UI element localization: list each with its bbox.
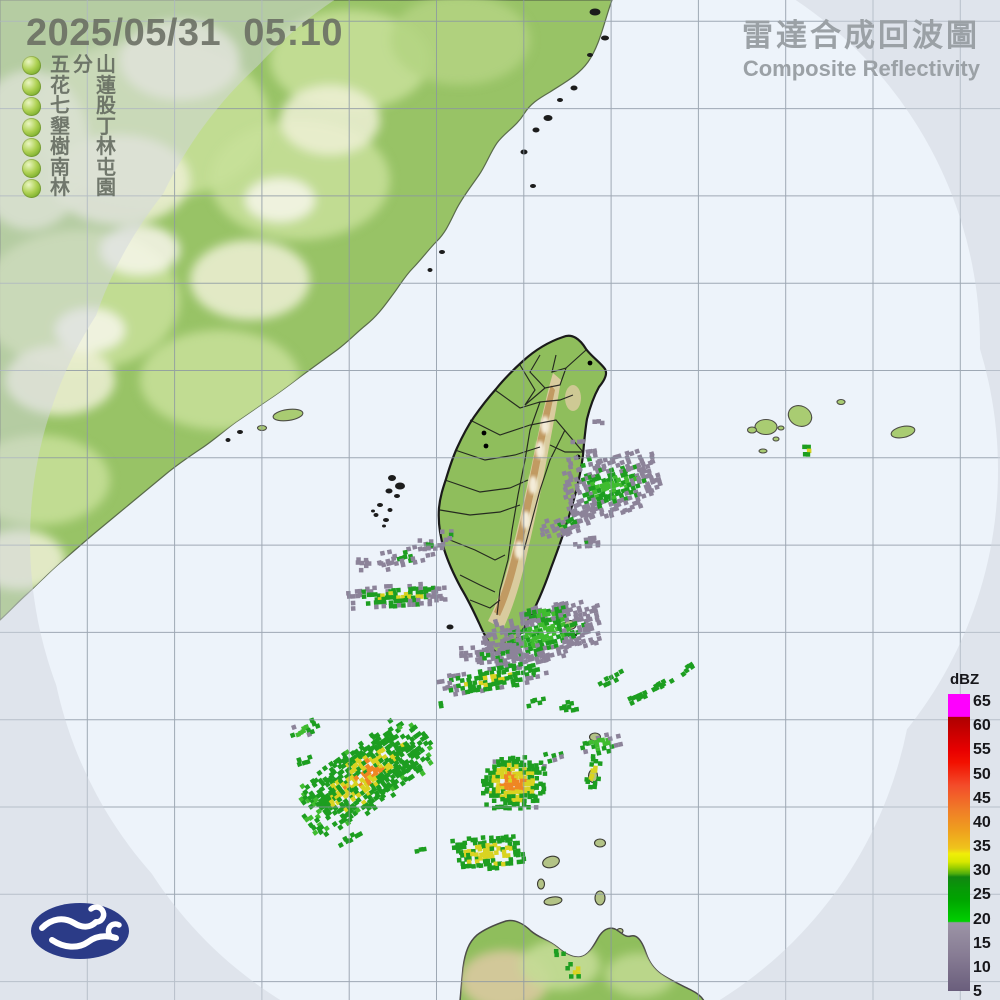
station-status-dot-icon xyxy=(22,56,41,75)
cwb-logo-ellipse xyxy=(31,903,129,959)
station-name-char: 園 xyxy=(96,177,116,199)
station-name-char: 屯 xyxy=(96,156,116,179)
station-name-char: 林 xyxy=(96,136,116,158)
title-chinese: 雷達合成回波圖 xyxy=(742,18,980,53)
station-status-dot-icon xyxy=(22,138,41,157)
station-status-dot-icon xyxy=(22,76,41,96)
station-name-char: 花 xyxy=(50,74,70,97)
station-status-dot-icon xyxy=(22,158,41,178)
cwb-logo-swirl-icon xyxy=(39,904,122,950)
station-name-char: 林 xyxy=(50,177,70,199)
page-title: 雷達合成回波圖 Composite Reflectivity xyxy=(742,10,980,82)
station-name-char: 山 xyxy=(96,54,116,76)
title-english: Composite Reflectivity xyxy=(742,56,980,81)
station-name-char: 南 xyxy=(50,156,70,179)
station-name-char: 樹 xyxy=(50,136,70,158)
cwb-logo xyxy=(31,903,129,959)
station-name-char: 墾 xyxy=(50,115,70,138)
station-name-char: 五 xyxy=(50,54,70,76)
station-status-dot-icon xyxy=(22,179,41,198)
station-status-dot-icon xyxy=(22,97,41,116)
station-name-char: 股 xyxy=(96,95,116,117)
station-name-char: 蓮 xyxy=(96,74,116,97)
station-name-char: 丁 xyxy=(96,115,116,138)
timestamp: 2025/05/31 05:10 xyxy=(26,12,343,54)
station-name-char: 七 xyxy=(50,95,70,117)
station-name-char: 分 xyxy=(73,54,93,76)
station-status-dot-icon xyxy=(22,117,41,137)
